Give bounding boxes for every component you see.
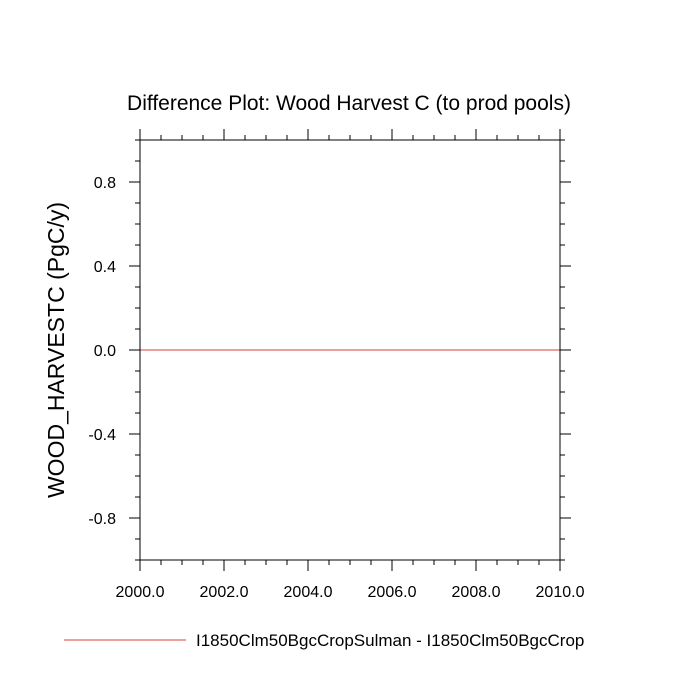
x-tick-label: 2000.0 xyxy=(116,584,165,601)
plot-frame xyxy=(139,139,561,561)
legend-label: I1850Clm50BgcCropSulman - I1850Clm50BgcC… xyxy=(196,631,584,650)
y-tick-label: -0.8 xyxy=(88,511,116,528)
y-tick-label: 0.8 xyxy=(94,175,116,192)
x-tick-label: 2006.0 xyxy=(368,584,417,601)
y-tick-label: 0.0 xyxy=(94,343,116,360)
y-axis-label: WOOD_HARVESTC (PgC/y) xyxy=(43,202,69,498)
x-tick-label: 2002.0 xyxy=(200,584,249,601)
tick-labels: 2000.0 2002.0 2004.0 2006.0 2008.0 2010.0 0.8 0… xyxy=(88,175,584,601)
y-tick-label: -0.4 xyxy=(88,427,116,444)
x-tick-label: 2010.0 xyxy=(536,584,585,601)
chart-title: Difference Plot: Wood Harvest C (to prod… xyxy=(127,92,571,115)
x-tick-label: 2008.0 xyxy=(452,584,501,601)
x-tick-label: 2004.0 xyxy=(284,584,333,601)
y-tick-label: 0.4 xyxy=(94,259,116,276)
axis-ticks xyxy=(129,129,571,571)
legend: I1850Clm50BgcCropSulman - I1850Clm50BgcC… xyxy=(64,631,584,650)
